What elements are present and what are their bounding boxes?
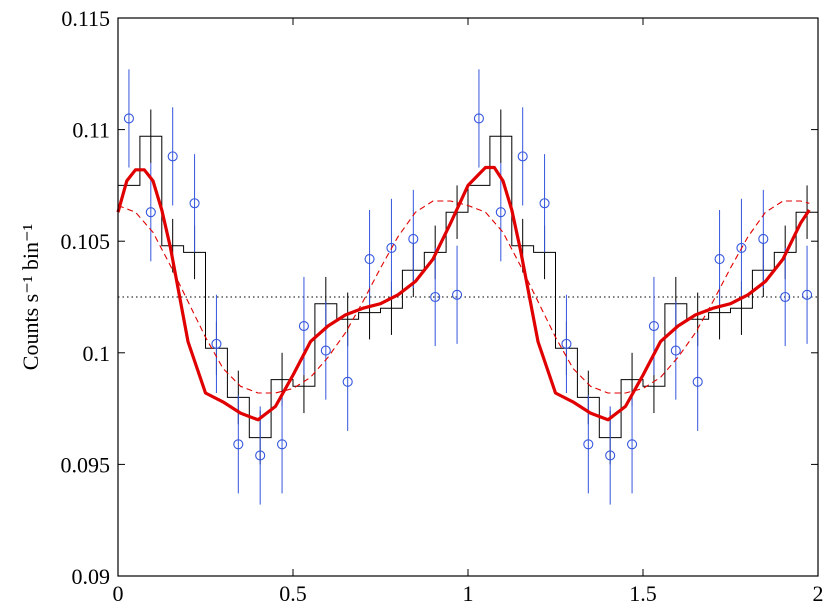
data-point xyxy=(167,151,178,162)
histogram-step-line xyxy=(118,135,818,439)
data-point xyxy=(780,291,791,303)
data-point xyxy=(320,345,331,356)
y-axis-label: Counts s⁻¹ bin⁻¹ xyxy=(18,224,43,370)
x-tick-label: 0 xyxy=(113,581,124,603)
solid-model-line xyxy=(116,165,811,422)
data-point xyxy=(452,289,463,300)
x-tick-label: 1 xyxy=(463,581,474,603)
plot-content xyxy=(116,69,818,505)
x-tick-label: 0.5 xyxy=(279,581,307,603)
data-point xyxy=(605,450,616,461)
data-point xyxy=(408,233,419,245)
data-point xyxy=(145,207,156,218)
scatter-series xyxy=(123,69,813,505)
histogram-series xyxy=(118,109,818,465)
data-point xyxy=(539,198,550,209)
y-tick-label: 0.09 xyxy=(72,564,111,589)
data-point xyxy=(495,207,506,218)
data-point xyxy=(211,338,222,349)
x-tick-label: 1.5 xyxy=(629,581,657,603)
y-tick-label: 0.105 xyxy=(61,229,111,254)
data-point xyxy=(648,320,659,332)
data-point xyxy=(736,242,747,253)
data-point xyxy=(364,254,375,265)
data-point xyxy=(123,113,134,124)
x-tick-label: 2 xyxy=(813,581,824,603)
data-point xyxy=(342,376,353,387)
data-point xyxy=(627,439,638,450)
data-point xyxy=(517,151,528,162)
data-point xyxy=(430,291,441,303)
y-tick-label: 0.115 xyxy=(61,6,110,31)
data-point xyxy=(802,289,813,300)
data-point xyxy=(473,113,484,124)
data-point xyxy=(670,345,681,356)
data-point xyxy=(714,254,725,265)
data-point xyxy=(233,439,244,450)
data-point xyxy=(561,338,572,349)
dashed-model-line xyxy=(117,200,810,394)
data-point xyxy=(583,439,594,450)
data-point xyxy=(189,198,200,209)
y-tick-label: 0.1 xyxy=(83,341,111,366)
data-point xyxy=(255,450,266,461)
y-tick-label: 0.11 xyxy=(72,118,110,143)
axis-ticks: 0 0.5 1 1.5 2 0.09 0.095 0.1 0.105 0.11 0.115 xyxy=(61,6,824,603)
data-point xyxy=(386,242,397,253)
data-point xyxy=(298,320,309,332)
data-point xyxy=(758,233,769,245)
data-point xyxy=(277,439,288,450)
y-tick-label: 0.095 xyxy=(61,452,111,477)
data-point xyxy=(692,376,703,387)
